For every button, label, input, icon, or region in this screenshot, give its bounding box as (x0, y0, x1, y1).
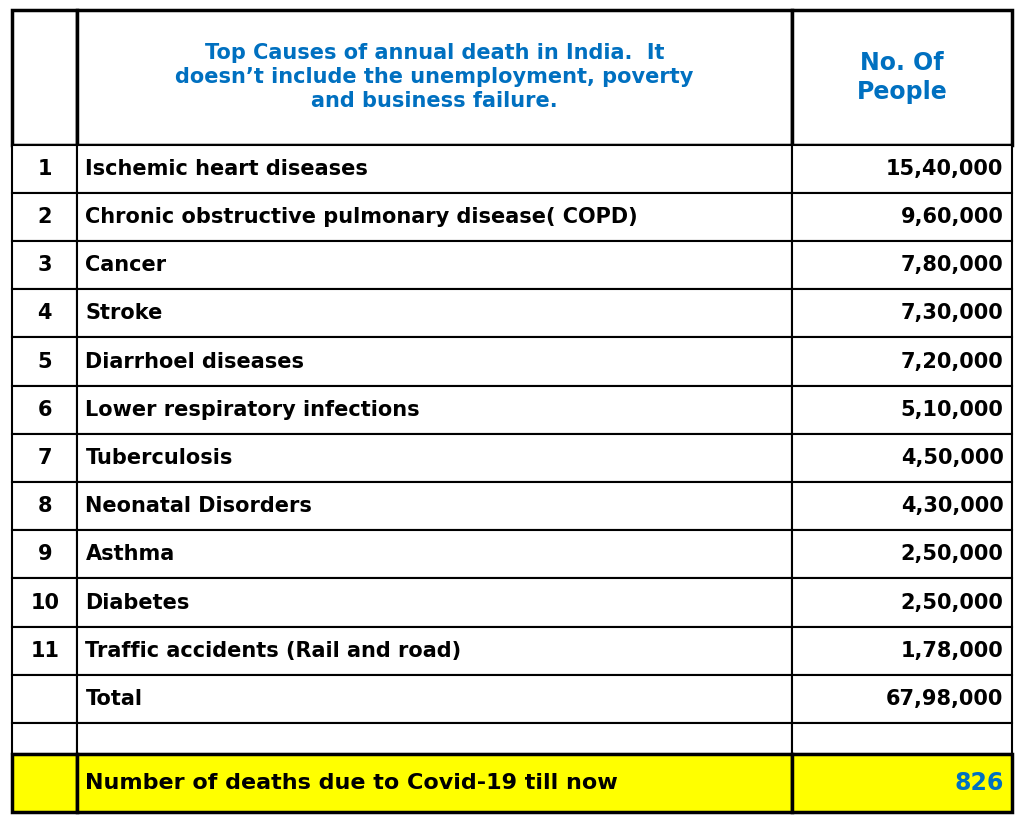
Bar (12, 482, 77, 530)
Bar (792, 241, 1012, 289)
Bar (792, 482, 1012, 530)
Bar (792, 145, 1012, 193)
Text: 7,80,000: 7,80,000 (901, 255, 1004, 275)
Text: 7,30,000: 7,30,000 (901, 303, 1004, 323)
Text: 1,78,000: 1,78,000 (901, 641, 1004, 661)
Bar (12, 386, 77, 434)
Bar (12, 338, 77, 386)
Bar (792, 530, 1012, 579)
Text: Chronic obstructive pulmonary disease( COPD): Chronic obstructive pulmonary disease( C… (85, 207, 638, 227)
Bar (77, 10, 792, 145)
Text: 2,50,000: 2,50,000 (901, 544, 1004, 565)
Bar (12, 434, 77, 482)
Text: Ischemic heart diseases: Ischemic heart diseases (85, 159, 369, 178)
Text: 10: 10 (31, 593, 59, 612)
Bar (12, 241, 77, 289)
Text: 7: 7 (38, 448, 52, 468)
Bar (12, 289, 77, 338)
Text: 5,10,000: 5,10,000 (901, 399, 1004, 420)
Text: 826: 826 (954, 771, 1004, 795)
Text: 8: 8 (38, 496, 52, 516)
Text: 9,60,000: 9,60,000 (901, 207, 1004, 227)
Bar (12, 193, 77, 241)
Text: Total: Total (85, 689, 142, 709)
Bar (792, 289, 1012, 338)
Bar (77, 434, 792, 482)
Bar (77, 675, 792, 723)
Text: 3: 3 (38, 255, 52, 275)
Bar (12, 530, 77, 579)
Text: Lower respiratory infections: Lower respiratory infections (85, 399, 420, 420)
Bar (792, 754, 1012, 812)
Bar (77, 579, 792, 626)
Bar (792, 193, 1012, 241)
Bar (77, 145, 792, 193)
Bar (792, 10, 1012, 145)
Bar (12, 675, 77, 723)
Text: Top Causes of annual death in India.  It
doesn’t include the unemployment, pover: Top Causes of annual death in India. It … (175, 44, 693, 111)
Text: Asthma: Asthma (85, 544, 175, 565)
Bar (12, 579, 77, 626)
Bar (77, 530, 792, 579)
Bar (792, 434, 1012, 482)
Bar (12, 626, 77, 675)
Text: 7,20,000: 7,20,000 (901, 352, 1004, 372)
Bar (792, 675, 1012, 723)
Bar (77, 386, 792, 434)
Bar (792, 723, 1012, 754)
Text: 6: 6 (38, 399, 52, 420)
Text: 4: 4 (38, 303, 52, 323)
Bar (77, 193, 792, 241)
Text: 4,50,000: 4,50,000 (901, 448, 1004, 468)
Bar (77, 626, 792, 675)
Text: 11: 11 (31, 641, 59, 661)
Bar (792, 626, 1012, 675)
Bar (12, 10, 77, 145)
Bar (77, 723, 792, 754)
Text: 67,98,000: 67,98,000 (886, 689, 1004, 709)
Text: No. Of
People: No. Of People (856, 51, 947, 104)
Text: Cancer: Cancer (85, 255, 167, 275)
Bar (12, 723, 77, 754)
Text: Diabetes: Diabetes (85, 593, 189, 612)
Text: Stroke: Stroke (85, 303, 163, 323)
Text: 1: 1 (38, 159, 52, 178)
Bar (792, 579, 1012, 626)
Text: Number of deaths due to Covid-19 till now: Number of deaths due to Covid-19 till no… (85, 773, 618, 793)
Text: Tuberculosis: Tuberculosis (85, 448, 232, 468)
Text: Diarrhoel diseases: Diarrhoel diseases (85, 352, 304, 372)
Text: Neonatal Disorders: Neonatal Disorders (85, 496, 312, 516)
Text: 5: 5 (38, 352, 52, 372)
Text: 4,30,000: 4,30,000 (901, 496, 1004, 516)
Text: 15,40,000: 15,40,000 (886, 159, 1004, 178)
Text: 9: 9 (38, 544, 52, 565)
Bar (77, 338, 792, 386)
Text: 2,50,000: 2,50,000 (901, 593, 1004, 612)
Bar (77, 754, 792, 812)
Bar (77, 289, 792, 338)
Bar (792, 386, 1012, 434)
Bar (12, 145, 77, 193)
Text: Traffic accidents (Rail and road): Traffic accidents (Rail and road) (85, 641, 462, 661)
Bar (12, 754, 77, 812)
Bar (77, 241, 792, 289)
Text: 2: 2 (38, 207, 52, 227)
Bar (77, 482, 792, 530)
Bar (792, 338, 1012, 386)
